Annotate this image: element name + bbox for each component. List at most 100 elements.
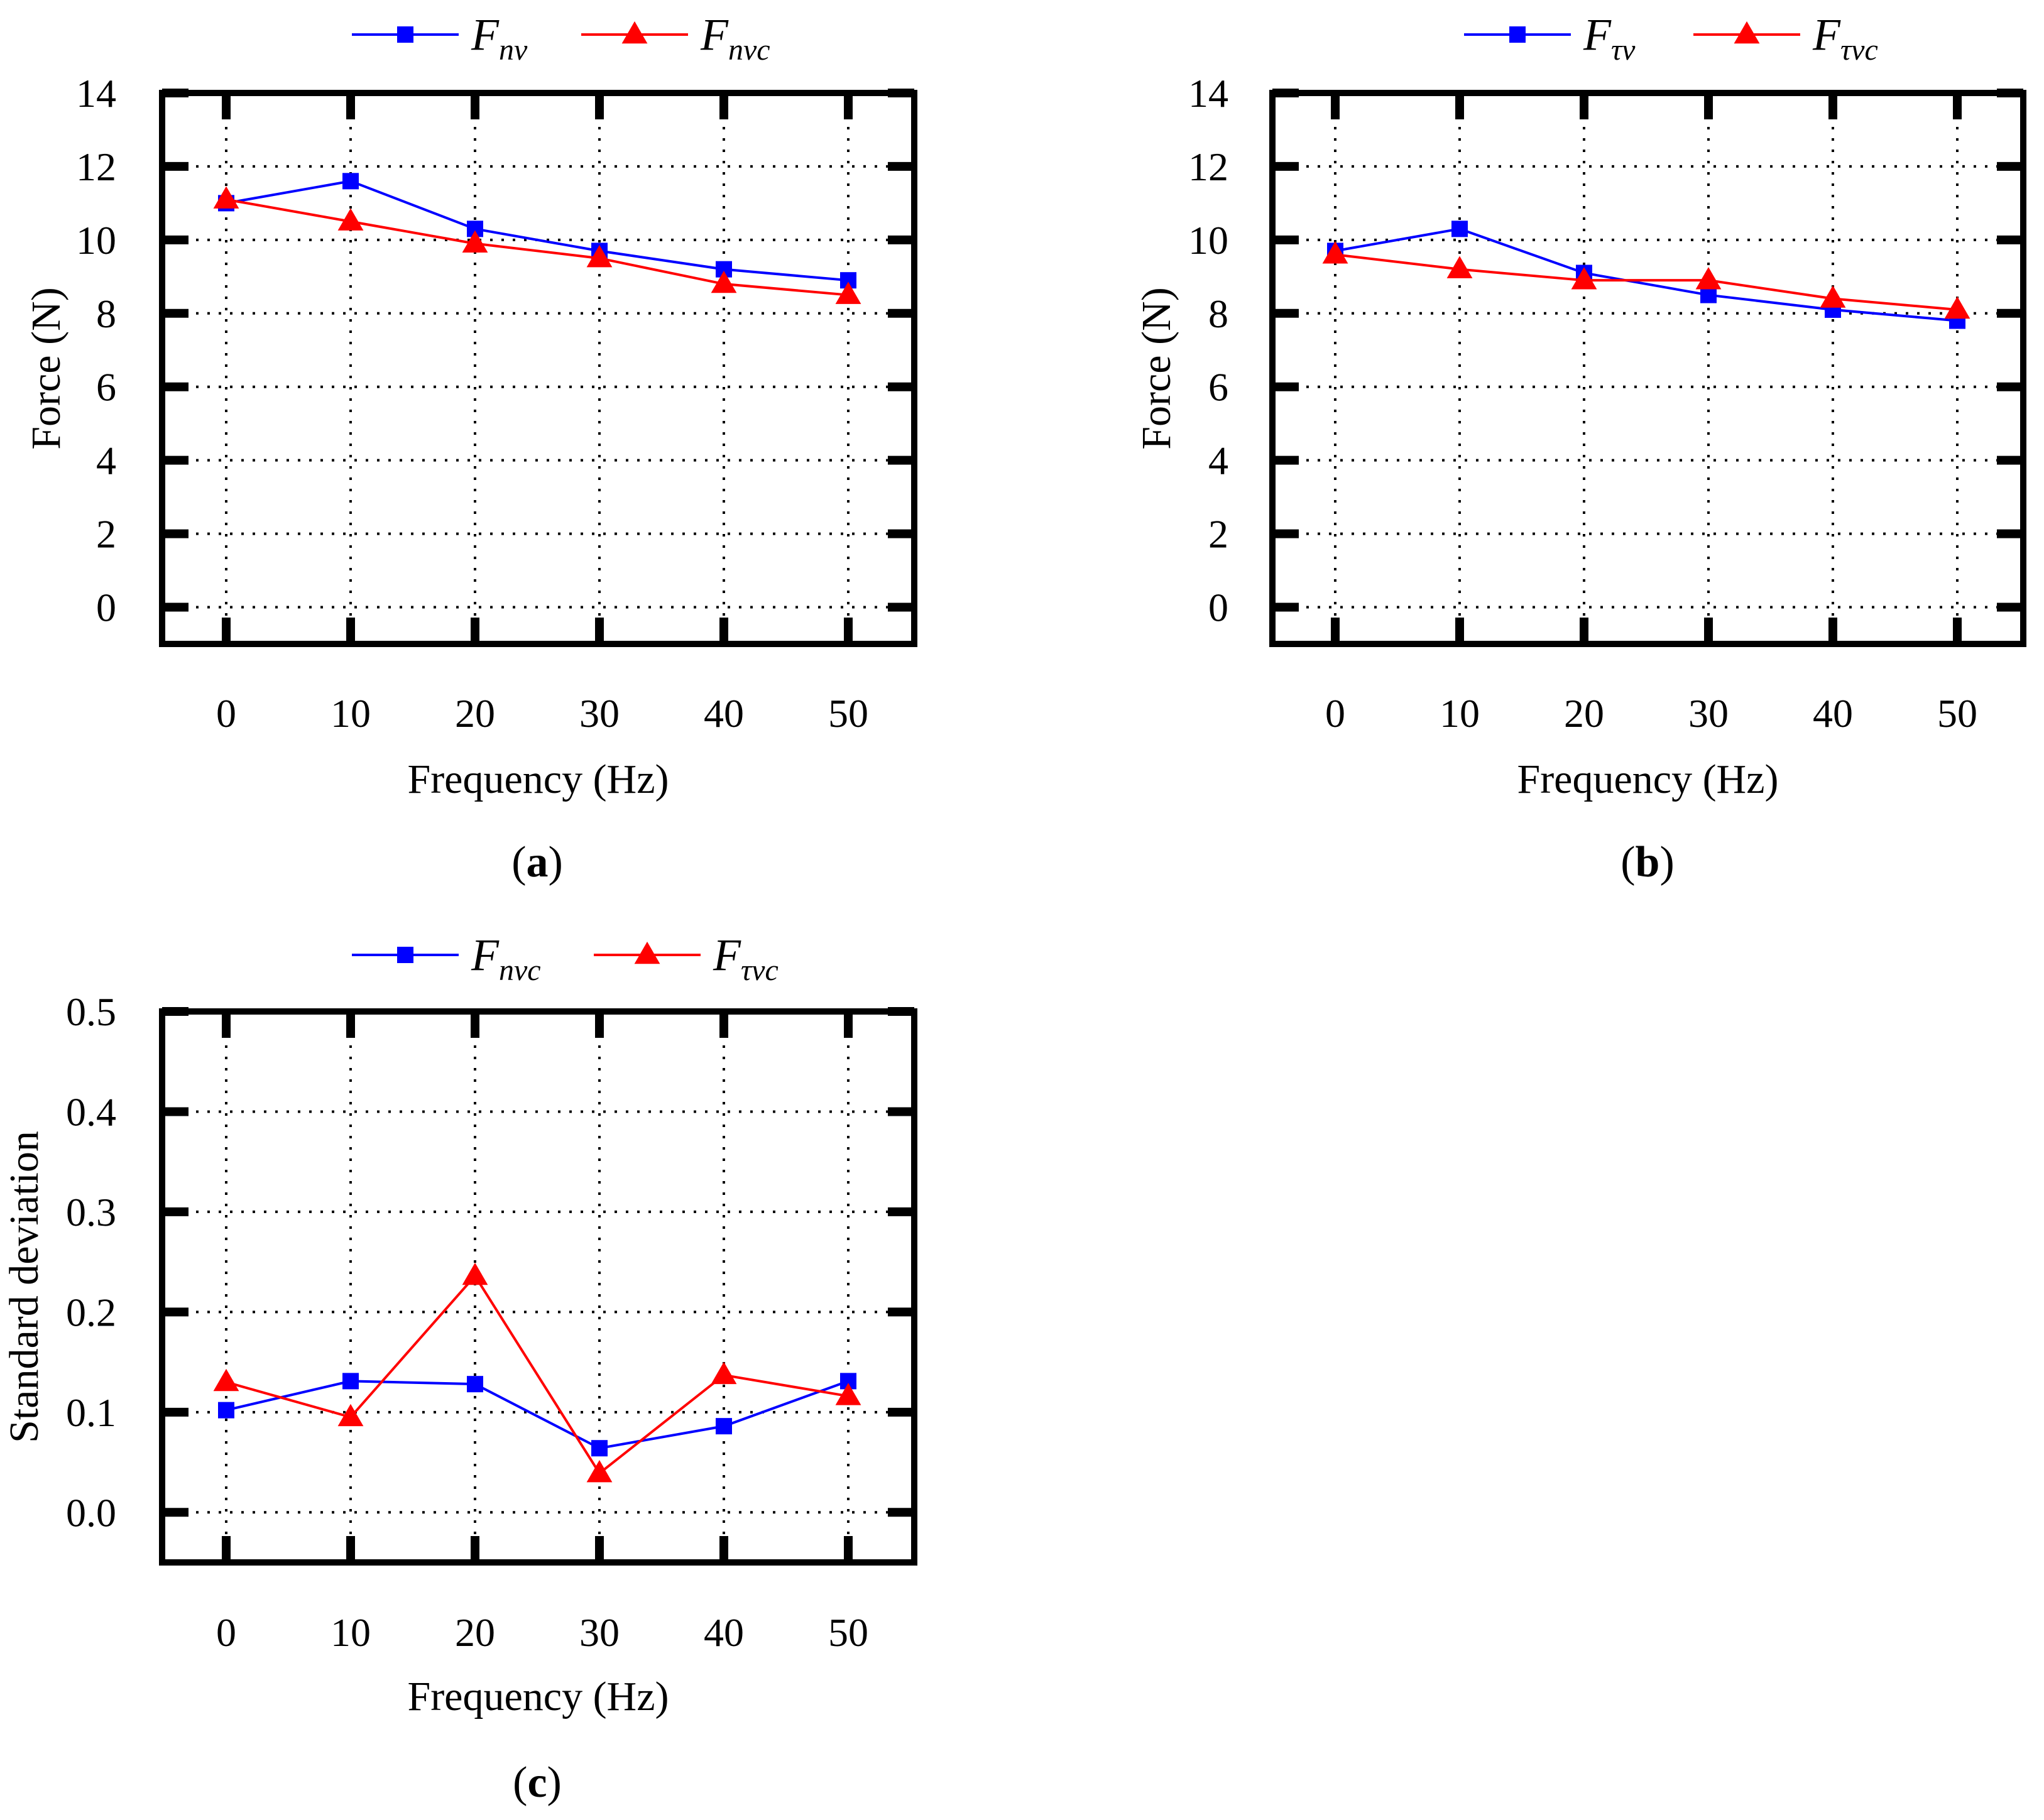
data-point [586, 1460, 613, 1483]
y-tick-label: 8 [96, 292, 116, 336]
y-tick-label: 12 [76, 144, 116, 189]
data-point [462, 1262, 488, 1285]
series-line [226, 180, 849, 282]
data-point [711, 1361, 737, 1385]
y-tick-label: 0 [1208, 586, 1228, 630]
data-point [716, 1418, 732, 1435]
data-point [1322, 241, 1348, 264]
data-point [586, 245, 613, 268]
data-point [1451, 221, 1468, 237]
x-tick-label: 40 [704, 691, 744, 736]
data-point [1944, 296, 1970, 319]
data-point [467, 1376, 483, 1393]
data-point [342, 1373, 359, 1390]
y-tick-label: 0 [96, 586, 116, 630]
series-line [226, 198, 849, 297]
y-tick-label: 0.2 [66, 1290, 116, 1334]
y-tick-label: 0.5 [66, 989, 116, 1034]
y-tick-label: 14 [76, 71, 116, 116]
data-point [1446, 256, 1473, 278]
x-tick-label: 20 [455, 1610, 495, 1655]
panel-label: (a) [511, 838, 563, 886]
series-line [226, 1380, 849, 1450]
panel-label: (b) [1620, 838, 1675, 886]
legend-marker [621, 21, 648, 44]
legend-marker [1509, 26, 1526, 43]
legend-label: Fτv [1583, 9, 1636, 67]
legend: Fnv Fnvc [352, 9, 770, 67]
series-nv [218, 173, 856, 289]
x-axis-label: Frequency (Hz) [408, 756, 669, 802]
x-tick-label: 50 [1937, 691, 1977, 736]
legend-label: Fnv [471, 9, 528, 67]
x-tick-label: 10 [331, 1610, 371, 1655]
series-τvc [213, 1262, 861, 1483]
legend: Fnvc Fτvc [352, 930, 779, 987]
data-point [835, 281, 861, 304]
legend-marker [397, 947, 413, 963]
y-tick-label: 14 [1188, 71, 1228, 116]
plot-frame [159, 90, 917, 647]
y-tick-label: 8 [1208, 292, 1228, 336]
chart-panel-b: 0 10 20 30 40 50 0 2 4 6 8 10 12 14 Frequency (Hz) Forc… [1134, 9, 2026, 886]
x-tick-label: 20 [455, 691, 495, 736]
series-line [1335, 253, 1958, 311]
y-axis-label: Standard deviation [1, 1131, 47, 1443]
data-point [342, 173, 359, 190]
data-point [213, 1368, 239, 1392]
legend-label: Fnvc [471, 930, 541, 987]
series-τvc [1322, 241, 1970, 319]
y-tick-label: 10 [76, 218, 116, 263]
series-nvc [213, 186, 861, 304]
plot-frame [1269, 90, 2026, 647]
series-line [226, 1273, 849, 1476]
x-tick-label: 10 [331, 691, 371, 736]
data-point [1695, 267, 1722, 290]
y-tick-label: 0.3 [66, 1190, 116, 1234]
data-point [337, 208, 364, 231]
y-tick-label: 6 [96, 365, 116, 410]
y-tick-label: 4 [96, 439, 116, 483]
plot-frame [159, 1008, 917, 1566]
data-point [218, 1402, 234, 1419]
y-tick-label: 2 [96, 512, 116, 557]
x-axis-label: Frequency (Hz) [1517, 756, 1779, 802]
data-point [213, 186, 239, 209]
legend-marker [1734, 21, 1760, 44]
y-tick-label: 2 [1208, 512, 1228, 557]
x-tick-label: 20 [1564, 691, 1604, 736]
y-axis-label: Force (N) [1134, 287, 1179, 449]
x-tick-label: 0 [216, 691, 236, 736]
x-tick-label: 40 [1813, 691, 1853, 736]
x-tick-label: 0 [1325, 691, 1345, 736]
legend-label: Fnvc [700, 9, 770, 67]
chart-panel-a: 0 10 20 30 40 50 0 2 4 6 8 10 12 14 Frequency (Hz) Forc… [23, 9, 917, 886]
data-point [337, 1403, 364, 1427]
legend-label: Fτvc [1812, 9, 1878, 67]
y-tick-label: 6 [1208, 365, 1228, 410]
data-point [462, 230, 488, 253]
y-axis-label: Force (N) [23, 287, 69, 449]
data-point [1700, 286, 1717, 303]
legend-marker [634, 941, 660, 964]
x-tick-label: 30 [579, 691, 620, 736]
panel-label: (c) [513, 1758, 562, 1807]
x-tick-label: 0 [216, 1610, 236, 1655]
y-tick-label: 10 [1188, 218, 1228, 263]
series-nvc [218, 1373, 856, 1457]
legend-label: Fτvc [713, 930, 779, 987]
x-tick-label: 30 [1688, 691, 1729, 736]
x-tick-label: 50 [828, 1610, 868, 1655]
y-tick-label: 12 [1188, 144, 1228, 189]
data-point [591, 1440, 608, 1457]
data-point [1571, 267, 1597, 290]
data-point [1820, 285, 1846, 308]
data-point [835, 1383, 861, 1405]
y-tick-label: 0.4 [66, 1089, 116, 1134]
y-tick-label: 0.0 [66, 1490, 116, 1535]
x-axis-label: Frequency (Hz) [408, 1674, 669, 1719]
legend-marker [397, 26, 413, 43]
data-point [711, 270, 737, 293]
legend: Fτv Fτvc [1464, 9, 1878, 67]
